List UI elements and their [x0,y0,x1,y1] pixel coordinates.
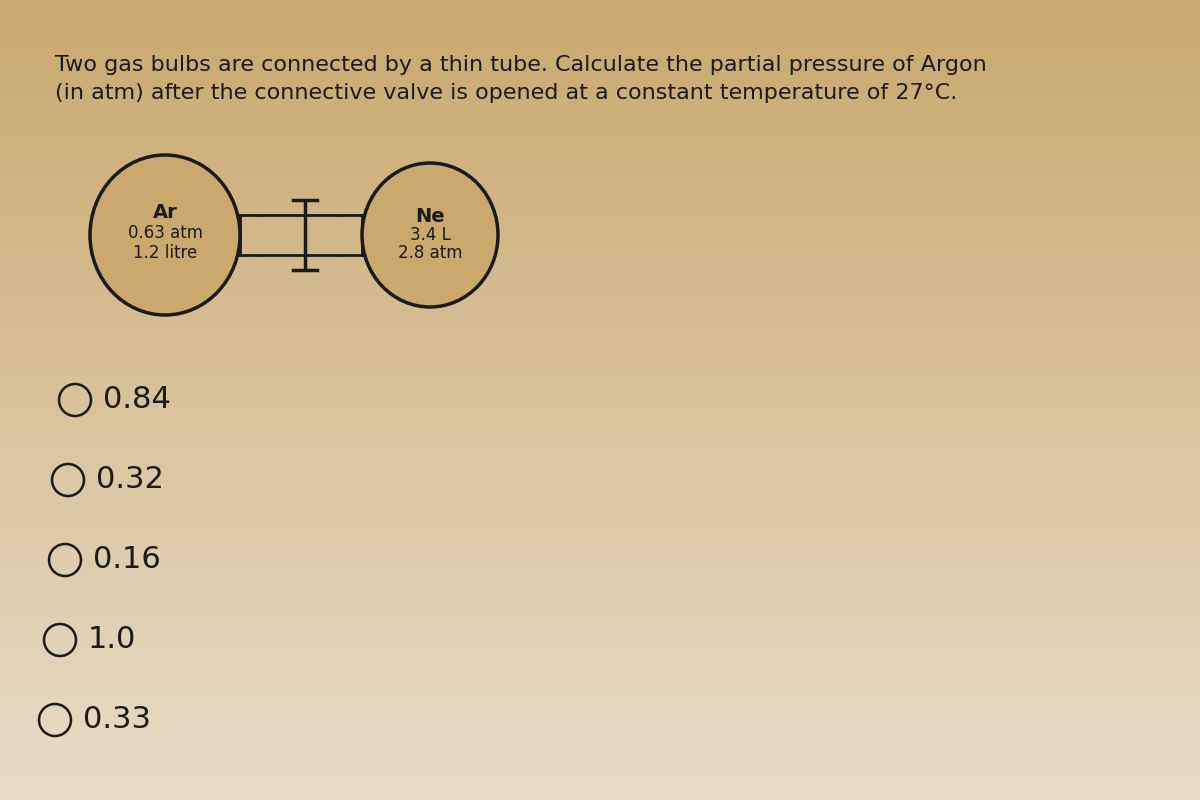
Text: 0.84: 0.84 [103,386,170,414]
Text: 1.2 litre: 1.2 litre [133,244,197,262]
Text: Ne: Ne [415,207,445,226]
Text: Two gas bulbs are connected by a thin tube. Calculate the partial pressure of Ar: Two gas bulbs are connected by a thin tu… [55,55,986,103]
Ellipse shape [90,155,240,315]
Text: 0.33: 0.33 [83,706,151,734]
Text: 0.32: 0.32 [96,466,164,494]
Text: 2.8 atm: 2.8 atm [397,244,462,262]
Text: 0.63 atm: 0.63 atm [127,224,203,242]
Text: 0.16: 0.16 [94,546,161,574]
Text: 1.0: 1.0 [88,626,137,654]
Text: 3.4 L: 3.4 L [409,226,450,244]
Ellipse shape [362,163,498,307]
Text: Ar: Ar [152,203,178,222]
